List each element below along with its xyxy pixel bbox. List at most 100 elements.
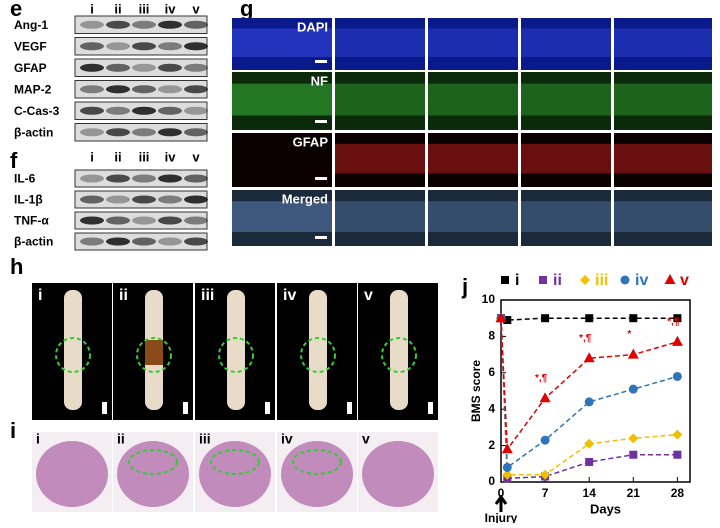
- marker: [672, 371, 682, 381]
- x-tick-label: 14: [583, 486, 597, 500]
- band: [158, 85, 182, 94]
- marker: [502, 462, 512, 472]
- band: [158, 128, 182, 137]
- lesion-outline: [55, 337, 91, 373]
- legend-marker: [501, 276, 509, 284]
- panel-label: j: [461, 274, 468, 299]
- band: [132, 42, 156, 51]
- annotation: Injury: [485, 511, 518, 523]
- y-tick-label: 10: [482, 292, 496, 306]
- legend-label: ii: [553, 272, 562, 289]
- marker: [584, 438, 595, 449]
- row-label: TNF-α: [14, 214, 49, 228]
- band: [132, 216, 156, 225]
- band: [132, 195, 156, 204]
- significance: *,¶: [667, 317, 680, 328]
- tissue: [521, 143, 611, 174]
- micrograph: [521, 18, 611, 70]
- blot-strip: [74, 58, 208, 77]
- tissue: [521, 201, 611, 232]
- significance: *,¶: [579, 333, 592, 344]
- marker: [502, 469, 513, 480]
- marker: [672, 429, 683, 440]
- x-tick-label: 0: [498, 486, 505, 500]
- row-label: VEGF: [14, 39, 47, 53]
- tissue: [521, 83, 611, 116]
- band: [106, 63, 130, 72]
- band: [184, 128, 208, 137]
- lane-label: ii: [114, 149, 121, 164]
- scale-bar: [315, 120, 327, 123]
- panel-label: g: [240, 0, 253, 21]
- spinal-cord: [309, 290, 327, 410]
- lane-label: iv: [165, 149, 177, 164]
- row-label: C-Cas-3: [14, 104, 60, 118]
- x-axis-label: Days: [590, 501, 621, 516]
- band: [132, 128, 156, 137]
- x-tick-label: 28: [671, 486, 685, 500]
- band: [106, 174, 130, 183]
- band: [184, 174, 208, 183]
- band: [132, 237, 156, 246]
- row-label: IL-1β: [14, 193, 43, 207]
- y-tick-label: 4: [488, 401, 495, 415]
- plot-frame: [500, 299, 691, 483]
- series-line: [500, 318, 678, 480]
- row-label: β-actin: [14, 125, 53, 139]
- y-tick-label: 0: [488, 474, 495, 488]
- band: [158, 63, 182, 72]
- micrograph: [335, 18, 425, 70]
- micrograph: [614, 72, 712, 130]
- band: [132, 174, 156, 183]
- band: [158, 42, 182, 51]
- lesion-outline: [210, 449, 260, 475]
- spinal-cord: [390, 290, 408, 410]
- band: [80, 42, 104, 51]
- significance: *,¶: [535, 373, 548, 384]
- lane-label: i: [90, 1, 94, 16]
- band: [184, 63, 208, 72]
- legend-marker: [580, 275, 590, 285]
- marker: [503, 316, 512, 325]
- band: [184, 216, 208, 225]
- panel-label: i: [10, 418, 16, 443]
- tissue: [614, 28, 712, 57]
- tissue: [521, 28, 611, 57]
- marker: [671, 335, 683, 346]
- column-label: iv: [281, 431, 293, 447]
- band: [80, 237, 104, 246]
- scale-bar: [347, 402, 352, 414]
- tissue: [614, 201, 712, 232]
- marker: [583, 352, 595, 363]
- row-label: MAP-2: [14, 82, 52, 96]
- micrograph: [428, 133, 518, 187]
- y-tick-label: 2: [488, 438, 495, 452]
- legend-label: iii: [595, 272, 608, 289]
- tissue: [335, 28, 425, 57]
- lane-label: iii: [139, 1, 150, 16]
- marker: [673, 450, 682, 459]
- marker: [627, 348, 639, 359]
- micrograph: [521, 72, 611, 130]
- row-label: GFAP: [14, 61, 47, 75]
- marker: [501, 443, 513, 454]
- scale-bar: [183, 402, 188, 414]
- lesion-outline: [218, 337, 254, 373]
- band: [80, 20, 104, 29]
- tissue: [614, 143, 712, 174]
- band: [80, 216, 104, 225]
- row-label: β-actin: [14, 235, 53, 249]
- column-label: iv: [283, 287, 296, 304]
- micrograph: [614, 133, 712, 187]
- band: [184, 20, 208, 29]
- legend-label: iv: [635, 272, 648, 289]
- lesion: [145, 340, 163, 365]
- scale-bar: [265, 402, 270, 414]
- lesion-outline: [136, 337, 172, 373]
- band: [184, 42, 208, 51]
- column-label: iii: [199, 431, 211, 447]
- tissue: [232, 28, 332, 57]
- lane-label: ii: [114, 1, 121, 16]
- series-line: [500, 318, 678, 452]
